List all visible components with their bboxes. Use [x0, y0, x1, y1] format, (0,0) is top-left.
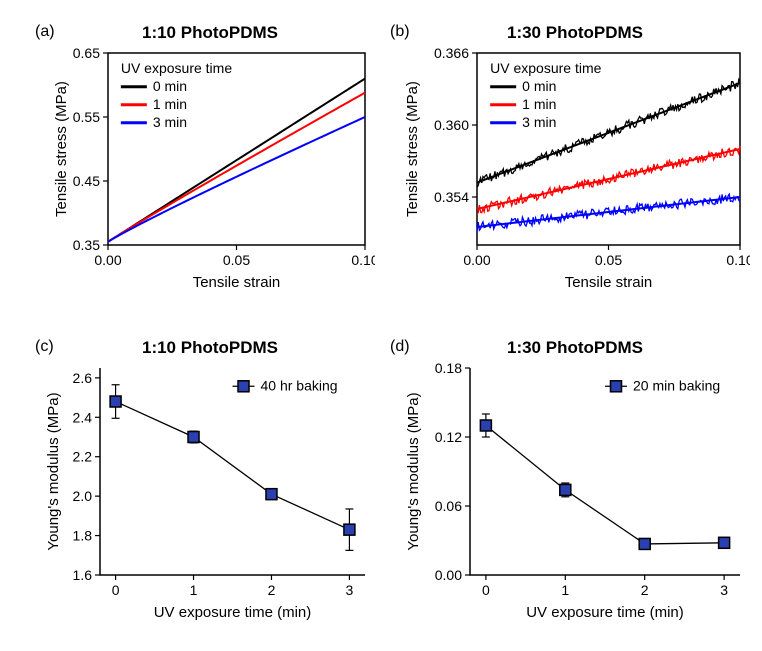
panel-a: (a)1:10 PhotoPDMS0.000.050.100.350.450.5… [45, 25, 375, 295]
x-tick-label: 1 [561, 582, 569, 598]
x-tick-label: 2 [268, 582, 276, 598]
y-tick-label: 0.360 [434, 117, 469, 133]
series-line [108, 93, 365, 242]
y-tick-label: 2.4 [73, 409, 93, 425]
x-axis-label: Tensile strain [193, 274, 281, 291]
legend-item-label: 3 min [522, 114, 556, 130]
x-axis-label: UV exposure time (min) [154, 604, 312, 621]
x-tick-label: 0.00 [463, 252, 490, 268]
y-tick-label: 2.0 [73, 488, 93, 504]
x-tick-label: 1 [190, 582, 198, 598]
series-fit-line [477, 83, 740, 183]
panel-title: 1:30 PhotoPDMS [400, 23, 750, 43]
legend-item-label: 20 min baking [633, 377, 720, 393]
legend-item-label: 1 min [522, 96, 556, 112]
x-tick-label: 3 [720, 582, 728, 598]
y-axis-label: Young's modulus (MPa) [405, 392, 422, 550]
plot-svg: 0 1 2 3 0.00 0.06 0.12 0.18 UV exposure time (mi… [400, 340, 750, 630]
data-marker [344, 524, 355, 535]
legend-item-label: 3 min [153, 114, 187, 130]
x-axis-label: Tensile strain [565, 274, 653, 291]
x-tick-label: 0.00 [94, 252, 121, 268]
x-tick-label: 3 [346, 582, 354, 598]
y-tick-label: 0.366 [434, 45, 469, 61]
legend-item-label: 0 min [522, 78, 556, 94]
x-tick-label: 0.05 [595, 252, 622, 268]
data-marker [560, 484, 571, 495]
y-axis-label: Tensile stress (MPa) [53, 81, 70, 217]
panel-c: (c)1:10 PhotoPDMS01231.61.82.02.22.42.6U… [45, 340, 375, 630]
legend-item-label: 40 hr baking [261, 377, 338, 393]
y-tick-label: 0.35 [73, 237, 100, 253]
data-marker [110, 396, 121, 407]
x-tick-label: 0.10 [726, 252, 750, 268]
y-tick-label: 0.06 [435, 498, 462, 514]
x-axis-label: UV exposure time (min) [526, 604, 684, 621]
y-axis-label: Young's modulus (MPa) [45, 392, 62, 550]
x-tick-label: 0.05 [223, 252, 250, 268]
plot-svg: 0.00 0.05 0.10 0.35 0.45 0.55 0.65 Tensile stra… [45, 25, 375, 295]
x-tick-label: 0 [482, 582, 490, 598]
y-tick-label: 2.2 [73, 449, 93, 465]
panel-title: 1:10 PhotoPDMS [45, 338, 375, 358]
data-marker [266, 489, 277, 500]
data-marker [719, 537, 730, 548]
x-tick-label: 0.10 [351, 252, 375, 268]
legend-item-label: 1 min [153, 96, 187, 112]
y-tick-label: 0.55 [73, 109, 100, 125]
panel-title: 1:30 PhotoPDMS [400, 338, 750, 358]
y-tick-label: 0.354 [434, 189, 469, 205]
figure-root: (a)1:10 PhotoPDMS0.000.050.100.350.450.5… [0, 0, 762, 651]
series-connect-line [116, 402, 350, 530]
plot-svg: 0 1 2 3 1.6 1.8 2.0 2.2 2.4 2.6 UV exposure time (… [45, 340, 375, 630]
panel-d: (d)1:30 PhotoPDMS01230.000.060.120.18UV … [400, 340, 750, 630]
panel-b: (b)1:30 PhotoPDMS0.000.050.100.3540.3600… [400, 25, 750, 295]
y-tick-label: 1.6 [73, 567, 93, 583]
y-tick-label: 0.65 [73, 45, 100, 61]
y-tick-label: 0.18 [435, 360, 462, 376]
panel-title: 1:10 PhotoPDMS [45, 23, 375, 43]
y-tick-label: 0.00 [435, 567, 462, 583]
y-tick-label: 0.12 [435, 429, 462, 445]
series-line [108, 117, 365, 242]
x-tick-label: 2 [641, 582, 649, 598]
y-tick-label: 2.6 [73, 370, 93, 386]
y-tick-label: 1.8 [73, 528, 93, 544]
series-connect-line [486, 426, 724, 544]
y-axis-label: Tensile stress (MPa) [404, 81, 421, 217]
legend-title: UV exposure time [490, 60, 601, 76]
data-marker [639, 538, 650, 549]
data-marker [480, 420, 491, 431]
legend-item-label: 0 min [153, 78, 187, 94]
x-tick-label: 0 [112, 582, 120, 598]
data-marker [188, 432, 199, 443]
legend-title: UV exposure time [121, 60, 232, 76]
plot-svg: 0.00 0.05 0.10 0.354 0.360 0.366 Tensile strai… [400, 25, 750, 295]
y-tick-label: 0.45 [73, 173, 100, 189]
